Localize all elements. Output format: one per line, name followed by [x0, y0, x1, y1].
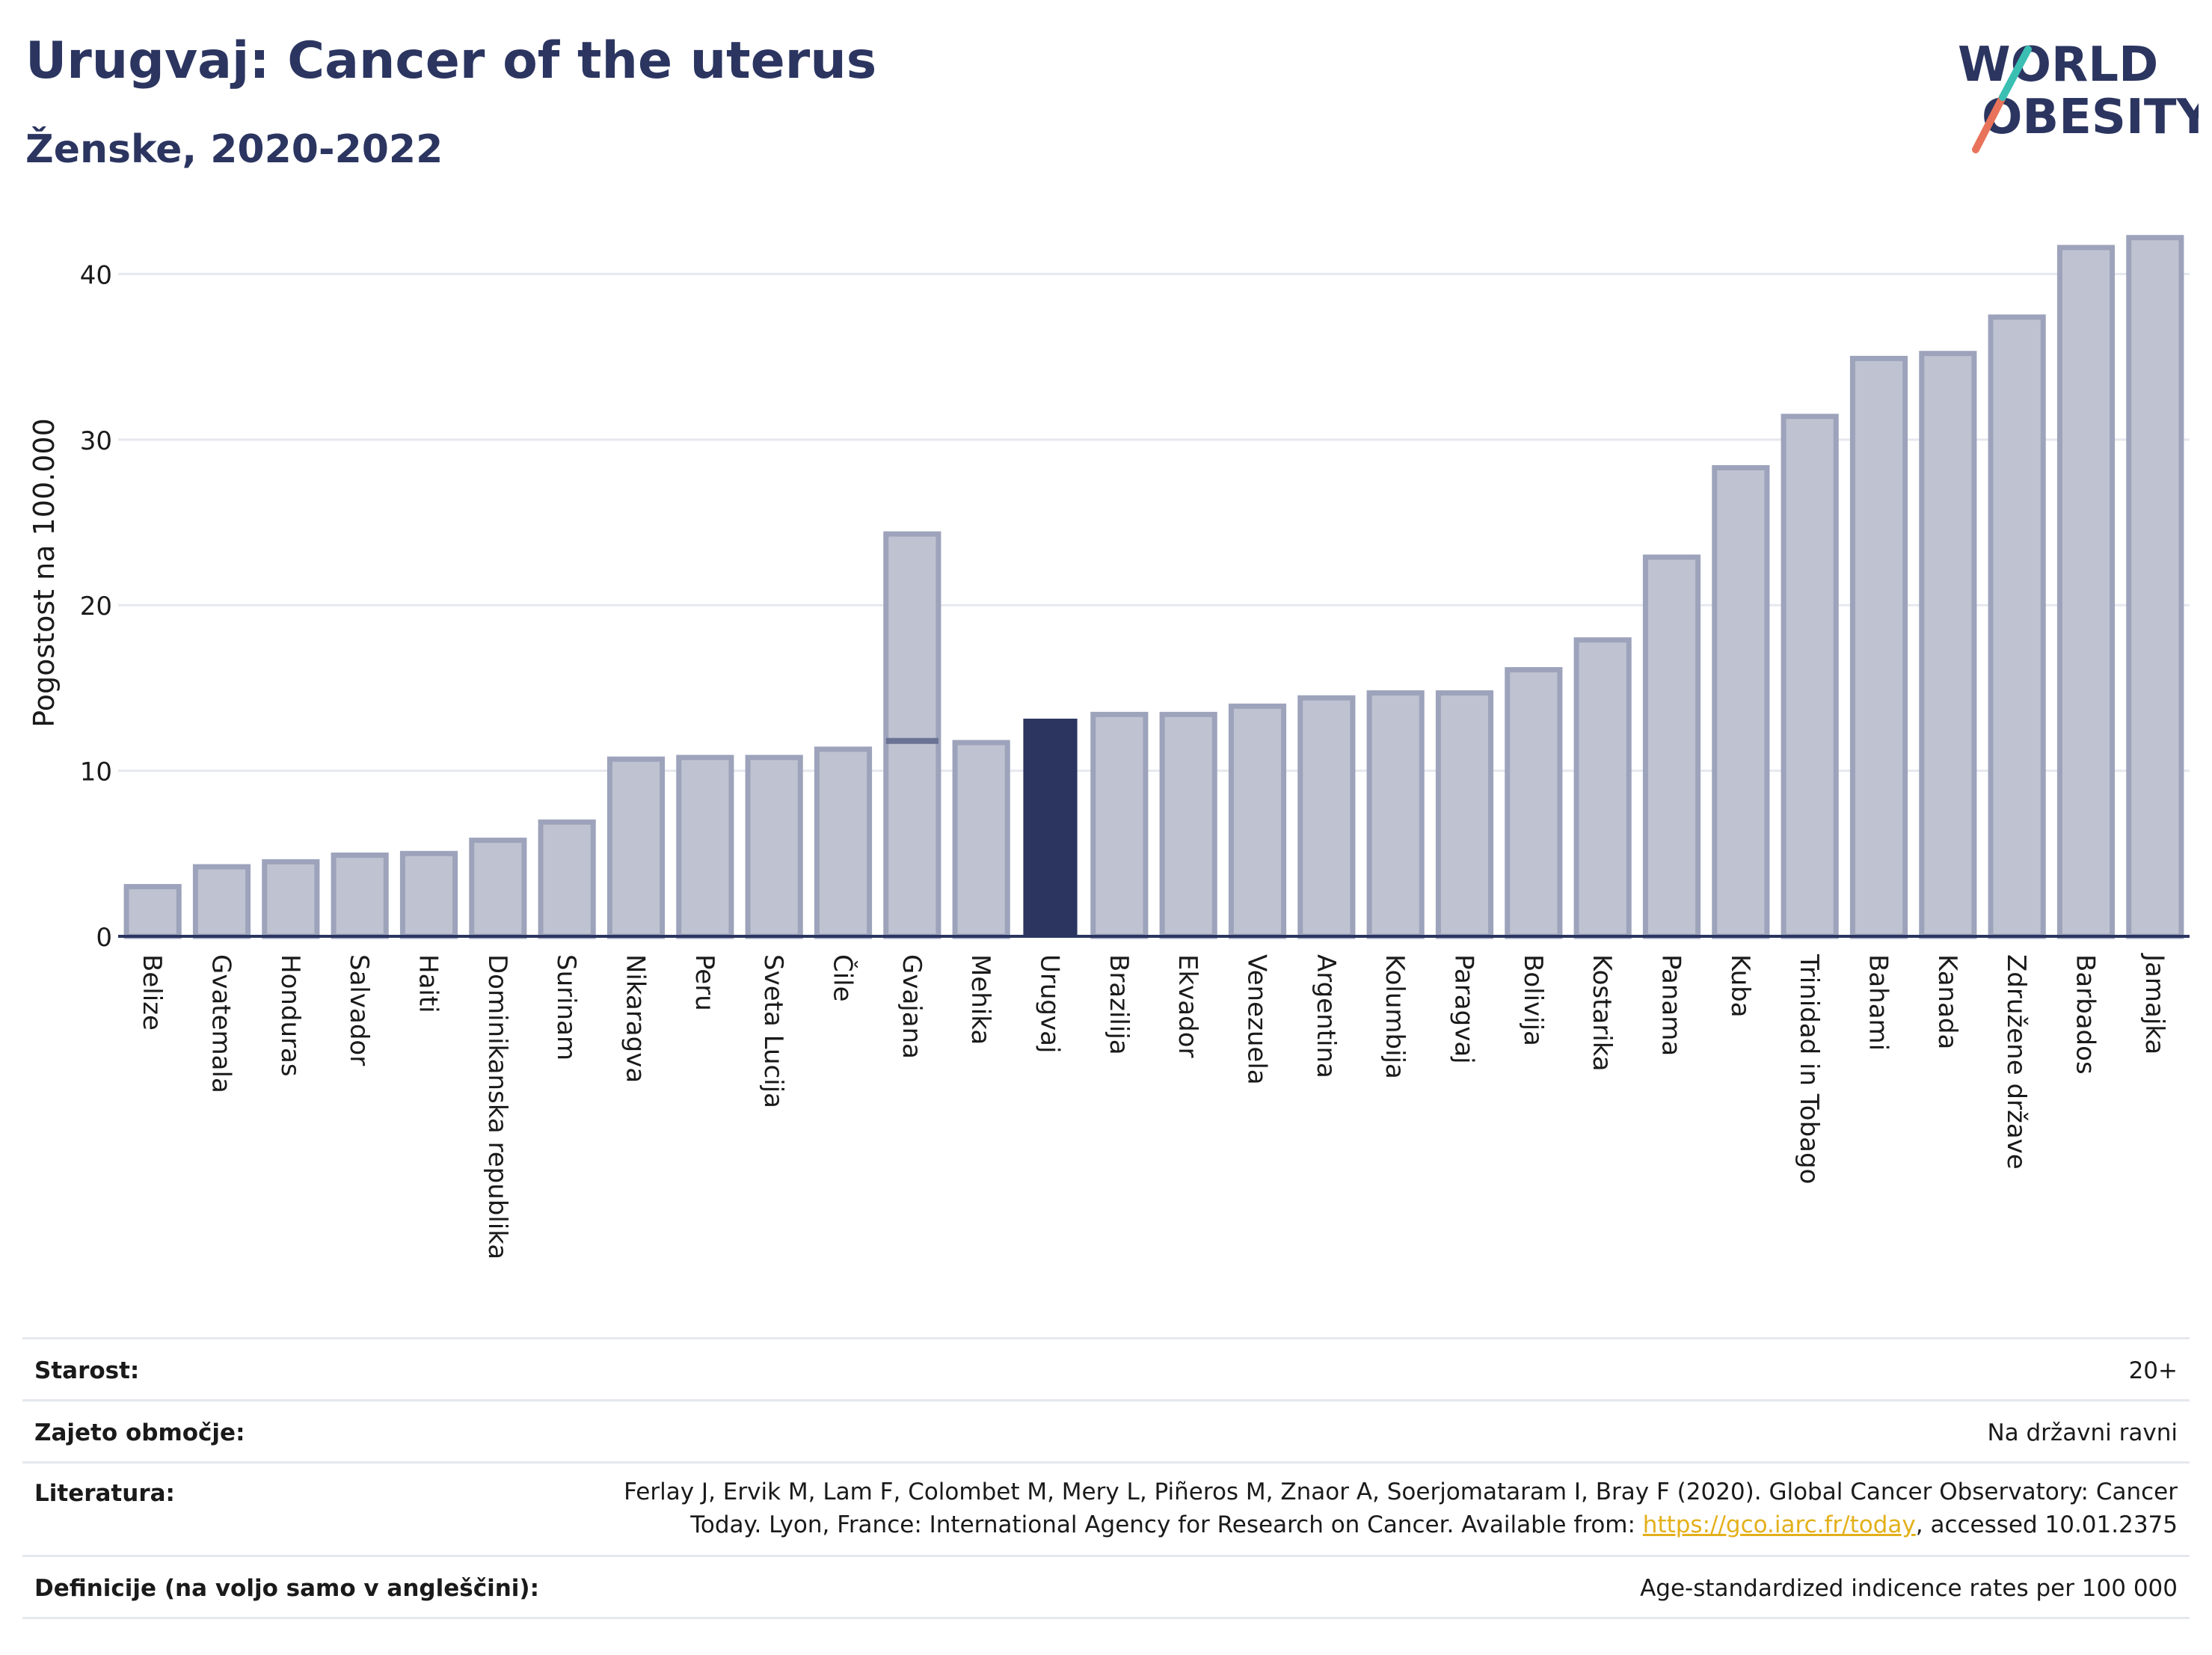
x-tick-label: Kolumbija: [1380, 954, 1410, 1079]
x-tick-label: Ekvador: [1173, 954, 1202, 1058]
y-tick-label: 30: [80, 426, 112, 456]
x-tick-label: Urugvaj: [1035, 954, 1065, 1053]
bar: [1297, 695, 1356, 939]
x-tick-label: Kuba: [1725, 954, 1755, 1018]
bar: [1159, 711, 1217, 939]
bar: [745, 755, 803, 939]
chart-subtitle: Ženske, 2020-2022: [25, 127, 443, 172]
y-tick-label: 0: [96, 923, 112, 953]
bar: [883, 531, 941, 939]
world-obesity-logo: WORLD OBESITY: [1958, 37, 2199, 153]
x-tick-label: Gvajana: [897, 954, 927, 1059]
y-tick-label: 40: [80, 260, 112, 290]
x-tick-label: Peru: [689, 954, 719, 1011]
x-tick-label: Kanada: [1932, 954, 1962, 1049]
x-tick-label: Jamajka: [2139, 953, 2169, 1054]
bar: [1642, 554, 1701, 939]
definition-label: Definicije (na voljo samo v angleščini):: [34, 1575, 539, 1602]
reference-text: Today. Lyon, France: International Agenc…: [690, 1511, 1643, 1538]
gridlines: [118, 272, 2190, 773]
bar: [1023, 718, 1078, 937]
y-axis-label: Pogostost na 100.000: [28, 418, 61, 728]
x-tick-label: Brazilija: [1104, 954, 1134, 1055]
x-tick-label: Paragvaj: [1449, 954, 1479, 1064]
bar: [331, 853, 389, 939]
x-tick-label: Venezuela: [1242, 954, 1272, 1085]
x-tick-label: Mehika: [965, 954, 995, 1045]
reference-value: Ferlay J, Ervik M, Lam F, Colombet M, Me…: [570, 1476, 2178, 1541]
bar: [262, 859, 320, 939]
x-tick-label: Panama: [1656, 954, 1686, 1056]
x-tick-label: Barbados: [2071, 954, 2101, 1075]
bar: [606, 756, 666, 939]
logo-line1: WORLD: [1958, 37, 2158, 93]
reference-line1: Ferlay J, Ervik M, Lam F, Colombet M, Me…: [624, 1479, 2178, 1505]
bar: [1573, 637, 1632, 939]
bar: [1781, 414, 1839, 939]
definition-value: Age-standardized indicence rates per 100…: [1640, 1575, 2178, 1602]
bars: [123, 235, 2184, 939]
x-tick-label: Argentina: [1311, 954, 1341, 1078]
coverage-value: Na državni ravni: [1987, 1419, 2178, 1446]
reference-accessed: , accessed 10.01.2375: [1915, 1511, 2178, 1538]
bar: [192, 864, 251, 939]
bar: [2126, 235, 2184, 939]
x-tick-label: Bolivija: [1518, 954, 1548, 1046]
definition-row: Definicije (na voljo samo v angleščini):…: [22, 1557, 2190, 1619]
x-tick-label: Dominikanska republika: [482, 954, 512, 1259]
bar: [814, 746, 873, 939]
age-label: Starost:: [34, 1357, 140, 1384]
bar-chart: 0 10 20 30 40 Belize Gvatemala Honduras Salvado…: [28, 235, 2190, 1259]
y-tick-label: 20: [80, 592, 112, 621]
x-tick-label: Salvador: [344, 954, 374, 1066]
bar: [1919, 351, 1977, 939]
reference-label: Literatura:: [34, 1480, 175, 1507]
x-tick-label: Združene države: [2001, 954, 2031, 1170]
reference-link[interactable]: https://gco.iarc.fr/today: [1642, 1511, 1916, 1538]
coverage-row: Zajeto območje: Na državni ravni: [22, 1401, 2190, 1464]
bar: [676, 755, 734, 939]
bar: [1849, 355, 1908, 939]
logo-line2: OBESITY: [1982, 90, 2199, 145]
bar: [1090, 711, 1149, 939]
x-tick-label: Trinidad in Tobago: [1794, 954, 1824, 1184]
bar: [952, 740, 1010, 939]
coverage-label: Zajeto območje:: [34, 1419, 245, 1446]
x-tick-label: Kostarika: [1587, 954, 1617, 1072]
y-tick-label: 10: [80, 758, 112, 787]
bar: [123, 884, 182, 939]
metadata-table: Starost: 20+ Zajeto območje: Na državni …: [22, 1337, 2190, 1619]
x-tick-label: Čile: [828, 954, 858, 1002]
chart-title: Urugvaj: Cancer of the uterus: [25, 31, 877, 90]
y-axis-ticks: 0 10 20 30 40: [80, 260, 112, 953]
age-value: 20+: [2128, 1357, 2178, 1384]
bar: [1228, 703, 1287, 939]
x-tick-label: Gvatemala: [206, 954, 236, 1093]
x-tick-label: Sveta Lucija: [758, 954, 788, 1108]
bar: [1435, 690, 1494, 939]
reference-row: Literatura: Ferlay J, Ervik M, Lam F, Co…: [22, 1464, 2190, 1557]
reference-line2: Today. Lyon, France: International Agenc…: [570, 1508, 2178, 1541]
age-row: Starost: 20+: [22, 1339, 2190, 1401]
bar: [1988, 314, 2046, 939]
x-axis-labels: Belize Gvatemala Honduras Salvador Haiti Domi…: [137, 953, 2169, 1259]
bar: [469, 838, 527, 939]
bar: [1712, 464, 1770, 939]
bar: [2056, 245, 2116, 939]
x-tick-label: Honduras: [275, 954, 305, 1077]
bar: [399, 850, 458, 939]
x-tick-label: Belize: [137, 954, 167, 1031]
bar: [538, 819, 596, 939]
x-tick-label: Bahami: [1864, 954, 1893, 1051]
x-tick-label: Nikaragva: [621, 954, 651, 1083]
x-tick-label: Surinam: [551, 954, 581, 1060]
x-tick-label: Haiti: [414, 954, 443, 1013]
bar: [1366, 690, 1425, 939]
bar: [1505, 667, 1563, 939]
